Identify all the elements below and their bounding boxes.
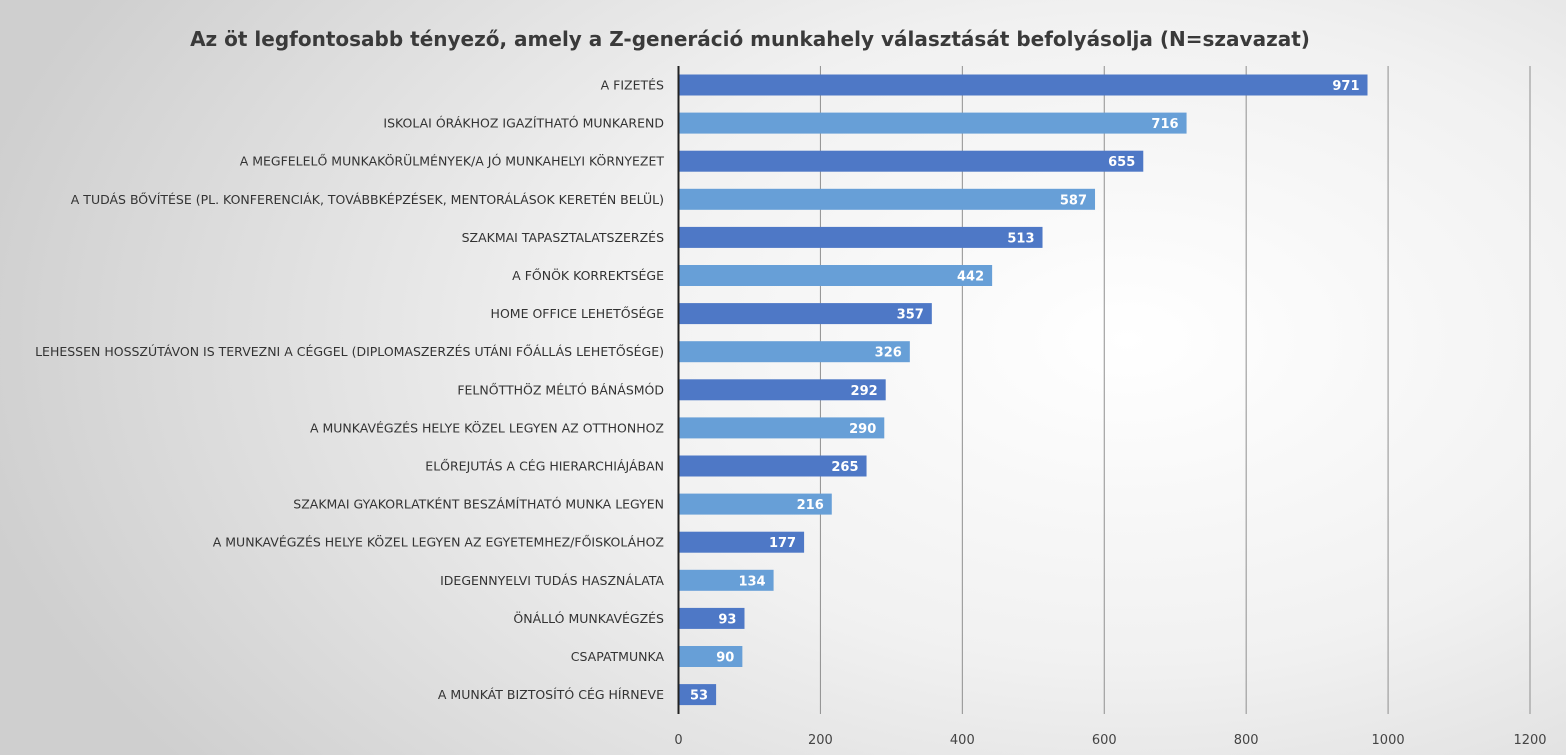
bar (678, 569, 774, 591)
bar (678, 74, 1368, 96)
data-label: 587 (1060, 193, 1087, 208)
bar (678, 265, 993, 286)
data-label: 90 (716, 651, 734, 666)
data-label: 177 (769, 536, 796, 551)
category-label: A MUNKÁT BIZTOSÍTÓ CÉG HÍRNEVE (438, 687, 664, 702)
category-label: HOME OFFICE LEHETŐSÉGE (491, 306, 665, 321)
bar (678, 379, 886, 401)
bar (678, 303, 932, 325)
bar (678, 646, 743, 667)
category-label: LEHESSEN HOSSZÚTÁVON IS TERVEZNI A CÉGGE… (35, 344, 664, 359)
category-label: ELŐREJUTÁS A CÉG HIERARCHIÁJÁBAN (425, 459, 664, 474)
bar (678, 226, 1043, 248)
data-label: 265 (831, 460, 858, 475)
data-label: 655 (1108, 155, 1135, 170)
data-label: 716 (1151, 117, 1178, 132)
chart-title: Az öt legfontosabb tényező, amely a Z-ge… (190, 27, 1310, 51)
category-label: ÖNÁLLÓ MUNKAVÉGZÉS (513, 610, 664, 626)
x-tick-label: 400 (950, 733, 975, 748)
data-label: 971 (1332, 79, 1359, 94)
category-label: A FŐNÖK KORREKTSÉGE (512, 267, 664, 283)
x-tick-label: 800 (1234, 733, 1259, 748)
data-labels: 971 716 655 587 513 442 357 326 292 290 265 216 177 1… (690, 79, 1359, 704)
category-label: SZAKMAI TAPASZTALATSZERZÉS (462, 230, 664, 245)
category-label: ISKOLAI ÓRÁKHOZ IGAZÍTHATÓ MUNKAREND (383, 116, 664, 131)
data-label: 93 (718, 612, 736, 627)
data-label: 216 (797, 498, 824, 513)
data-label: 292 (851, 384, 878, 399)
data-label: 134 (738, 574, 765, 589)
x-tick-label: 200 (808, 733, 833, 748)
x-tick-label: 600 (1092, 733, 1117, 748)
bar (678, 531, 805, 553)
data-label: 442 (957, 270, 984, 285)
category-label: SZAKMAI GYAKORLATKÉNT BESZÁMÍTHATÓ MUNKA… (293, 497, 664, 512)
bar (678, 188, 1096, 210)
data-label: 326 (875, 346, 902, 361)
bar (678, 455, 867, 477)
category-label: IDEGENNYELVI TUDÁS HASZNÁLATA (440, 573, 664, 588)
category-label: A MEGFELELŐ MUNKAKÖRÜLMÉNYEK/A JÓ MUNKAH… (240, 153, 665, 169)
data-label: 357 (897, 308, 924, 323)
category-label: FELNŐTTHÖZ MÉLTÓ BÁNÁSMÓD (457, 381, 664, 397)
x-tick-label: 1200 (1513, 733, 1546, 748)
data-label: 513 (1007, 231, 1034, 246)
bar (678, 112, 1187, 134)
category-labels: A FIZETÉS ISKOLAI ÓRÁKHOZ IGAZÍTHATÓ MUNK… (35, 78, 664, 703)
bar (678, 607, 745, 629)
bar (678, 493, 832, 515)
x-tick-label: 0 (674, 733, 682, 748)
bar (678, 341, 910, 363)
category-label: A MUNKAVÉGZÉS HELYE KÖZEL LEGYEN AZ OTTH… (310, 419, 664, 435)
category-label: A MUNKAVÉGZÉS HELYE KÖZEL LEGYEN AZ EGYE… (213, 534, 664, 550)
category-label: A TUDÁS BŐVÍTÉSE (PL. KONFERENCIÁK, TOVÁ… (71, 191, 664, 207)
x-axis-tick-labels: 0 200 400 600 800 1000 1200 (674, 733, 1546, 748)
category-label: A FIZETÉS (601, 78, 664, 93)
bar (678, 417, 885, 439)
data-label: 290 (849, 422, 876, 437)
data-label: 53 (690, 689, 708, 704)
category-label: CSAPATMUNKA (571, 649, 665, 664)
bars (678, 74, 1368, 706)
bar (678, 684, 717, 706)
gridlines (819, 66, 1531, 714)
x-tick-label: 1000 (1372, 733, 1405, 748)
bar (678, 150, 1144, 172)
